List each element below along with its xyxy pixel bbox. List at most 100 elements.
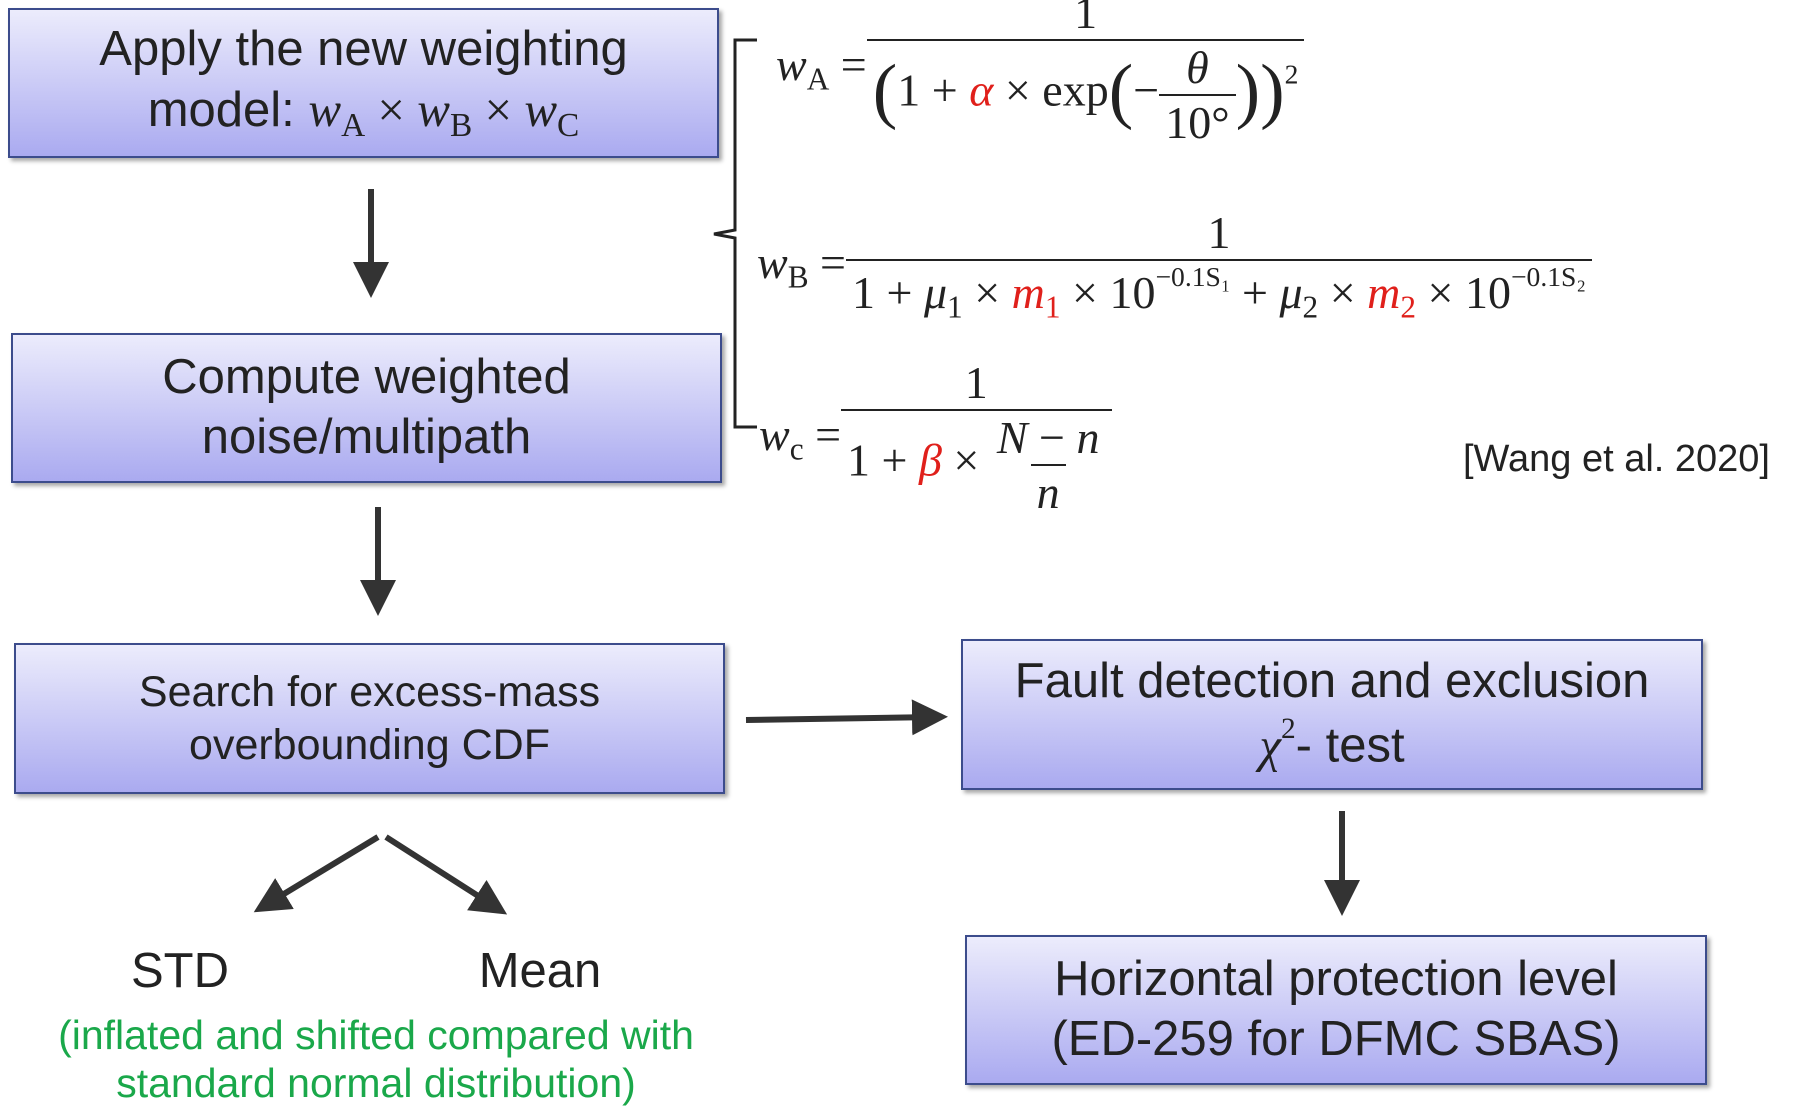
brace xyxy=(713,38,757,429)
denominator: 10° xyxy=(1159,94,1236,149)
fraction: 1 (1 + α × exp(− θ 10°))2 xyxy=(866,0,1305,149)
math-text: 2 xyxy=(1302,289,1319,325)
math-text: w xyxy=(308,81,342,137)
math-text: × xyxy=(941,434,991,486)
numerator: 1 xyxy=(959,356,994,409)
math-text: w xyxy=(776,38,807,90)
math-text: B xyxy=(787,259,809,295)
formula-lhs: wA = xyxy=(776,38,867,97)
box-line: Horizontal protection level xyxy=(1054,950,1618,1010)
math-text: 10° xyxy=(1165,97,1230,148)
arrow xyxy=(745,699,948,736)
math-text: + xyxy=(1230,267,1280,319)
math-text: n xyxy=(1076,412,1100,463)
math-text: − xyxy=(1027,412,1077,463)
arrow xyxy=(384,834,508,915)
box-line: overbounding CDF xyxy=(189,719,550,771)
math-text: (ED-259 for DFMC SBAS) xyxy=(1051,1012,1621,1066)
math-text: m xyxy=(1011,267,1045,319)
math-text: β xyxy=(918,434,942,486)
math-text: 1 xyxy=(947,289,963,325)
process-box: Compute weighted noise/multipath xyxy=(11,333,722,483)
math-text: Compute weighted xyxy=(162,350,571,405)
math-text: = xyxy=(829,38,867,90)
math-text: × xyxy=(962,267,1012,319)
math-text: A xyxy=(341,106,366,144)
process-box: Apply the new weighting model: wA × wB × … xyxy=(8,8,719,158)
math-text: α xyxy=(969,64,994,116)
math-text: Fault detection and exclusion xyxy=(1014,654,1650,709)
math-text: w xyxy=(417,81,450,137)
math-text: model: xyxy=(147,82,309,137)
math-text: × xyxy=(1318,267,1368,319)
math-text: × xyxy=(472,81,525,137)
math-text: −0.1S₁ xyxy=(1155,261,1231,292)
numerator: N − n xyxy=(991,411,1106,464)
math-text: Apply the new weighting xyxy=(99,21,628,76)
math-text: 1 + xyxy=(852,267,924,319)
math-text: 2 xyxy=(1280,713,1296,746)
math-text: m xyxy=(1367,267,1401,319)
arrow xyxy=(253,834,380,913)
citation: [Wang et al. 2020] xyxy=(1462,438,1770,480)
numerator: 1 xyxy=(1068,0,1103,39)
formula-lhs: wB = xyxy=(757,236,846,295)
math-text: overbounding CDF xyxy=(189,720,550,769)
fraction: θ 10° xyxy=(1159,41,1236,149)
math-text: × 10 xyxy=(1060,267,1156,319)
math-text: Horizontal protection level xyxy=(1054,952,1618,1007)
box-line: Apply the new weighting xyxy=(99,20,627,80)
math-text: 2 xyxy=(1284,58,1299,90)
note: (inflated and shifted compared with xyxy=(58,1012,694,1058)
math-text: − xyxy=(1133,64,1160,116)
math-text: χ xyxy=(1259,717,1281,773)
math-text: w xyxy=(759,408,790,460)
math-text: μ xyxy=(1279,267,1303,319)
math-text: θ xyxy=(1186,42,1209,93)
box-line: (ED-259 for DFMC SBAS) xyxy=(1051,1010,1620,1070)
math-text: 1 xyxy=(1207,207,1231,258)
math-text: × 10 xyxy=(1416,267,1511,319)
math-text: )) xyxy=(1235,48,1285,131)
math-text: 1 xyxy=(1044,289,1061,325)
math-text: 2 xyxy=(1400,289,1417,325)
math-text: μ xyxy=(923,267,948,319)
formula-lhs: wc = xyxy=(759,408,841,467)
math-text: 1 xyxy=(1074,0,1098,38)
math-text: n xyxy=(1036,467,1060,518)
math-text: C xyxy=(557,106,580,144)
formula: wA = 1 (1 + α × exp(− θ 10°))2 xyxy=(776,0,1305,149)
math-text: w xyxy=(524,81,558,137)
math-text: Search for excess-mass xyxy=(138,668,601,717)
denominator: n xyxy=(1030,464,1066,519)
math-text: w xyxy=(757,237,788,289)
math-text: c xyxy=(789,431,804,467)
math-text: × exp xyxy=(993,64,1109,116)
math-text: 1 xyxy=(964,357,988,408)
box-line: Search for excess-mass xyxy=(139,666,600,718)
math-text: A xyxy=(806,61,830,97)
box-line: Compute weighted xyxy=(162,348,571,408)
math-text: 1 + xyxy=(847,434,919,486)
math-text: ( xyxy=(1108,48,1134,131)
box-line: model: wA × wB × wC xyxy=(148,80,580,147)
output-label: STD xyxy=(131,944,229,998)
box-line: Fault detection and exclusion xyxy=(1015,652,1650,712)
box-line: noise/multipath xyxy=(202,408,532,468)
note: standard normal distribution) xyxy=(116,1060,636,1106)
numerator: 1 xyxy=(1202,206,1237,259)
process-box: Search for excess-mass overbounding CDF xyxy=(14,643,725,794)
numerator: θ xyxy=(1180,41,1215,94)
output-label: Mean xyxy=(478,944,602,998)
math-text: −0.1S₂ xyxy=(1510,261,1586,292)
process-box: Horizontal protection level (ED-259 for D… xyxy=(965,935,1707,1085)
denominator: (1 + α × exp(− θ 10°))2 xyxy=(866,39,1305,149)
math-text: 1 + xyxy=(897,64,970,116)
math-text: noise/multipath xyxy=(201,410,532,464)
math-text: × xyxy=(365,81,418,137)
math-text: - test xyxy=(1295,718,1405,773)
